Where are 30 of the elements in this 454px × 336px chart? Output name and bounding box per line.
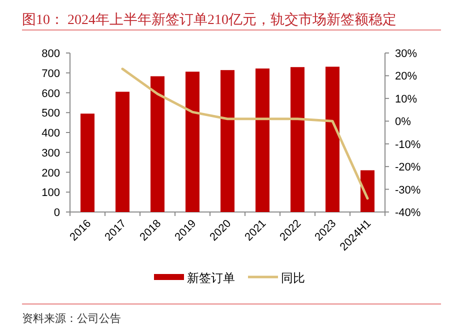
y2-tick-label: -20% <box>395 162 421 174</box>
y2-tick-label: 10% <box>395 93 418 106</box>
bar <box>290 67 304 212</box>
y-tick-label: 200 <box>42 167 60 180</box>
bar <box>80 114 94 212</box>
text: 资料来源：公司公告 <box>22 312 121 325</box>
bar <box>360 170 374 212</box>
bar <box>256 68 270 212</box>
y2-tick-label: -30% <box>395 184 421 196</box>
bar <box>150 76 164 212</box>
y-tick-label: 400 <box>42 128 60 140</box>
y2-tick-label: 20% <box>395 70 418 83</box>
y2-tick-label: 30% <box>395 48 418 60</box>
bar <box>116 92 130 212</box>
bar <box>220 70 234 212</box>
bar <box>186 72 200 212</box>
y2-tick-label: 0% <box>395 116 412 128</box>
y2-tick-label: -10% <box>395 138 421 151</box>
y2-tick-label: -40% <box>395 207 421 219</box>
y-tick-label: 100 <box>42 187 60 200</box>
legend-label: 同比 <box>281 271 305 285</box>
legend-label: 新签订单 <box>187 271 235 285</box>
y-tick-label: 500 <box>42 108 60 120</box>
y-tick-label: 600 <box>42 88 60 100</box>
y-tick-label: 800 <box>42 48 60 60</box>
chart-title: 图10： 2024年上半年新签订单210亿元，轨交市场新签额稳定 <box>22 12 396 28</box>
y-tick-label: 700 <box>42 68 60 80</box>
y-tick-label: 0 <box>54 207 60 219</box>
bar <box>326 66 340 212</box>
y-tick-label: 300 <box>42 147 60 160</box>
